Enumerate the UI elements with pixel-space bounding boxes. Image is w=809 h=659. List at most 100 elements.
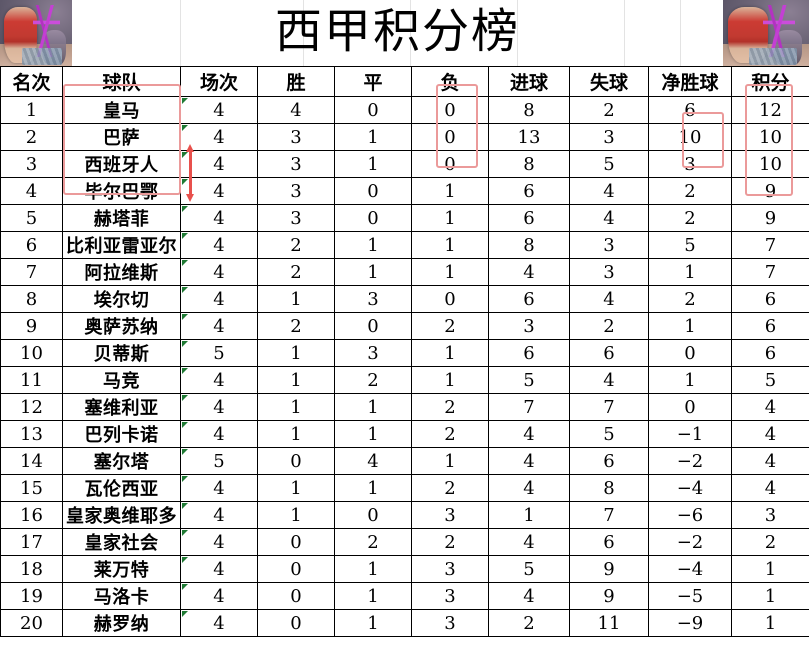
header-played[interactable]: 场次 <box>180 66 258 97</box>
cell-rank: 17 <box>0 528 63 556</box>
cell-drawn: 1 <box>334 231 412 259</box>
table-row[interactable]: 2 巴萨 4 3 1 0 13 3 10 10 <box>0 123 809 151</box>
header-goals-against[interactable]: 失球 <box>569 66 649 97</box>
table-row[interactable]: 13 巴列卡诺 4 1 1 2 4 5 −1 4 <box>0 420 809 448</box>
cell-rank: 13 <box>0 420 63 448</box>
cell-goal-diff: −1 <box>648 420 732 448</box>
cell-drawn: 0 <box>334 96 412 124</box>
artwork-signboard <box>21 47 62 65</box>
cell-lost: 1 <box>411 177 489 205</box>
table-row[interactable]: 12 塞维利亚 4 1 1 2 7 7 0 4 <box>0 393 809 421</box>
cell-points: 4 <box>731 447 809 475</box>
comment-marker-icon <box>182 260 188 266</box>
cell-team: 巴萨 <box>62 123 181 151</box>
table-row[interactable]: 17 皇家社会 4 0 2 2 4 6 −2 2 <box>0 528 809 556</box>
comment-marker-icon <box>182 206 188 212</box>
cell-team: 皇家奥维耶多 <box>62 501 181 529</box>
cell-points: 7 <box>731 231 809 259</box>
cell-played: 4 <box>180 501 258 529</box>
cell-goal-diff: 5 <box>648 231 732 259</box>
cell-goals-against: 3 <box>569 231 649 259</box>
table-row[interactable]: 18 莱万特 4 0 1 3 5 9 −4 1 <box>0 555 809 583</box>
table-row[interactable]: 15 瓦伦西亚 4 1 1 2 4 8 −4 4 <box>0 474 809 502</box>
cell-played: 4 <box>180 609 258 637</box>
header-lost[interactable]: 负 <box>411 66 489 97</box>
cell-played: 5 <box>180 447 258 475</box>
cell-rank: 5 <box>0 204 63 232</box>
cell-goals-against: 2 <box>569 96 649 124</box>
cell-goals-for: 8 <box>488 231 570 259</box>
table-row[interactable]: 6 比利亚雷亚尔 4 2 1 1 8 3 5 7 <box>0 231 809 259</box>
cell-drawn: 1 <box>334 555 412 583</box>
cell-team: 西班牙人 <box>62 150 181 178</box>
cell-points: 1 <box>731 609 809 637</box>
cell-goals-for: 4 <box>488 258 570 286</box>
table-row[interactable]: 14 塞尔塔 5 0 4 1 4 6 −2 4 <box>0 447 809 475</box>
cell-goals-for: 4 <box>488 420 570 448</box>
cell-goals-for: 6 <box>488 204 570 232</box>
comment-marker-icon <box>182 584 188 590</box>
cell-lost: 0 <box>411 96 489 124</box>
cell-goals-for: 8 <box>488 96 570 124</box>
cell-points: 3 <box>731 501 809 529</box>
cell-played: 4 <box>180 258 258 286</box>
header-points[interactable]: 积分 <box>731 66 809 97</box>
table-row[interactable]: 11 马竞 4 1 2 1 5 4 1 5 <box>0 366 809 394</box>
cell-team: 马竞 <box>62 366 181 394</box>
comment-marker-icon <box>182 422 188 428</box>
cell-lost: 0 <box>411 123 489 151</box>
cell-drawn: 0 <box>334 312 412 340</box>
standings-body: 1 皇马 4 4 0 0 8 2 6 12 2 巴萨 4 3 1 0 13 3 10 10 3 西班牙人 4 3 1 0 8 5 3 10… <box>0 96 809 637</box>
cell-won: 3 <box>257 123 335 151</box>
cell-goal-diff: 2 <box>648 285 732 313</box>
comment-marker-icon <box>182 449 188 455</box>
cell-rank: 4 <box>0 177 63 205</box>
cell-points: 4 <box>731 420 809 448</box>
table-row[interactable]: 19 马洛卡 4 0 1 3 4 9 −5 1 <box>0 582 809 610</box>
cell-won: 1 <box>257 420 335 448</box>
cell-played: 4 <box>180 555 258 583</box>
header-drawn[interactable]: 平 <box>334 66 412 97</box>
header-team[interactable]: 球队 <box>62 66 181 97</box>
cell-team: 皇马 <box>62 96 181 124</box>
cell-goals-for: 6 <box>488 285 570 313</box>
cell-drawn: 2 <box>334 366 412 394</box>
title-band: 西甲积分榜 <box>0 0 809 66</box>
comment-marker-icon <box>182 611 188 617</box>
cell-goals-for: 4 <box>488 528 570 556</box>
cell-goal-diff: 2 <box>648 177 732 205</box>
cell-goals-against: 9 <box>569 555 649 583</box>
table-row[interactable]: 1 皇马 4 4 0 0 8 2 6 12 <box>0 96 809 124</box>
cell-won: 0 <box>257 447 335 475</box>
cell-won: 1 <box>257 501 335 529</box>
table-row[interactable]: 10 贝蒂斯 5 1 3 1 6 6 0 6 <box>0 339 809 367</box>
cell-lost: 2 <box>411 393 489 421</box>
cell-goals-for: 4 <box>488 447 570 475</box>
header-goal-diff[interactable]: 净胜球 <box>648 66 732 97</box>
cell-rank: 6 <box>0 231 63 259</box>
cell-team: 莱万特 <box>62 555 181 583</box>
table-row[interactable]: 20 赫罗纳 4 0 1 3 2 11 −9 1 <box>0 609 809 637</box>
header-won[interactable]: 胜 <box>257 66 335 97</box>
cell-goal-diff: −4 <box>648 474 732 502</box>
table-row[interactable]: 7 阿拉维斯 4 2 1 1 4 3 1 7 <box>0 258 809 286</box>
header-rank[interactable]: 名次 <box>0 66 63 97</box>
cell-won: 2 <box>257 312 335 340</box>
table-row[interactable]: 4 毕尔巴鄂 4 3 0 1 6 4 2 9 <box>0 177 809 205</box>
table-row[interactable]: 9 奥萨苏纳 4 2 0 2 3 2 1 6 <box>0 312 809 340</box>
header-goals-for[interactable]: 进球 <box>488 66 570 97</box>
cell-points: 4 <box>731 393 809 421</box>
table-row[interactable]: 3 西班牙人 4 3 1 0 8 5 3 10 <box>0 150 809 178</box>
cell-played: 4 <box>180 231 258 259</box>
cell-points: 6 <box>731 285 809 313</box>
cell-drawn: 0 <box>334 204 412 232</box>
cell-points: 6 <box>731 339 809 367</box>
table-row[interactable]: 5 赫塔菲 4 3 0 1 6 4 2 9 <box>0 204 809 232</box>
table-row[interactable]: 8 埃尔切 4 1 3 0 6 4 2 6 <box>0 285 809 313</box>
cell-team: 比利亚雷亚尔 <box>62 231 181 259</box>
table-row[interactable]: 16 皇家奥维耶多 4 1 0 3 1 7 −6 3 <box>0 501 809 529</box>
cell-played: 4 <box>180 366 258 394</box>
cell-goal-diff: −4 <box>648 555 732 583</box>
cell-drawn: 1 <box>334 582 412 610</box>
cell-drawn: 1 <box>334 258 412 286</box>
